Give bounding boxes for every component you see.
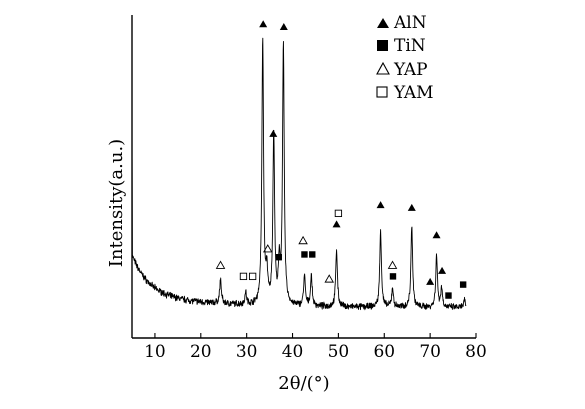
x-axis-title: 2θ/(°) (278, 373, 329, 394)
x-tick-label: 40 (282, 342, 304, 362)
legend-aln-marker (377, 18, 389, 28)
peak-marker-tin (309, 251, 315, 257)
x-tick-label: 30 (236, 342, 258, 362)
peak-marker-tin (460, 281, 466, 287)
legend-yap-marker (377, 63, 389, 74)
legend-aln-label: AlN (393, 13, 427, 33)
peak-marker-yam (240, 273, 246, 279)
x-tick-label: 60 (373, 342, 395, 362)
legend-item-tin: TiN (377, 36, 426, 56)
x-tick-label: 50 (328, 342, 350, 362)
peak-marker-aln (280, 23, 288, 30)
peak-marker-aln (333, 220, 341, 227)
peak-marker-yam (335, 210, 341, 216)
peak-marker-aln (426, 278, 434, 285)
y-axis-title: Intensity(a.u.) (106, 139, 127, 267)
peak-marker-aln (433, 231, 441, 238)
legend-yam-marker (377, 87, 387, 97)
legend-item-aln: AlN (377, 13, 427, 33)
peak-marker-aln (408, 204, 416, 211)
phase-markers (217, 20, 467, 298)
peak-marker-tin (276, 254, 282, 260)
legend-tin-label: TiN (394, 36, 426, 56)
peak-marker-tin (301, 251, 307, 257)
peak-marker-yap (299, 237, 307, 244)
legend-item-yap: YAP (377, 60, 428, 80)
peak-marker-aln (438, 267, 446, 274)
legend-yap-label: YAP (393, 60, 428, 80)
peak-marker-aln (377, 201, 385, 208)
x-tick-label: 20 (190, 342, 212, 362)
peak-marker-yap (217, 261, 225, 268)
peak-marker-yap (325, 275, 333, 282)
legend-item-yam: YAM (377, 83, 434, 103)
peak-marker-tin (445, 292, 451, 298)
legend-yam-label: YAM (393, 83, 434, 103)
legend-tin-marker (377, 40, 388, 51)
peak-marker-tin (390, 273, 396, 279)
peak-marker-yap (389, 261, 397, 268)
x-tick-label: 80 (465, 342, 487, 362)
legend: AlN TiN YAP YAM (377, 13, 434, 103)
peak-marker-aln (269, 130, 277, 137)
x-tick-label: 70 (419, 342, 441, 362)
peak-marker-yam (249, 273, 255, 279)
peak-marker-aln (259, 20, 267, 27)
x-tick-label: 10 (144, 342, 166, 362)
